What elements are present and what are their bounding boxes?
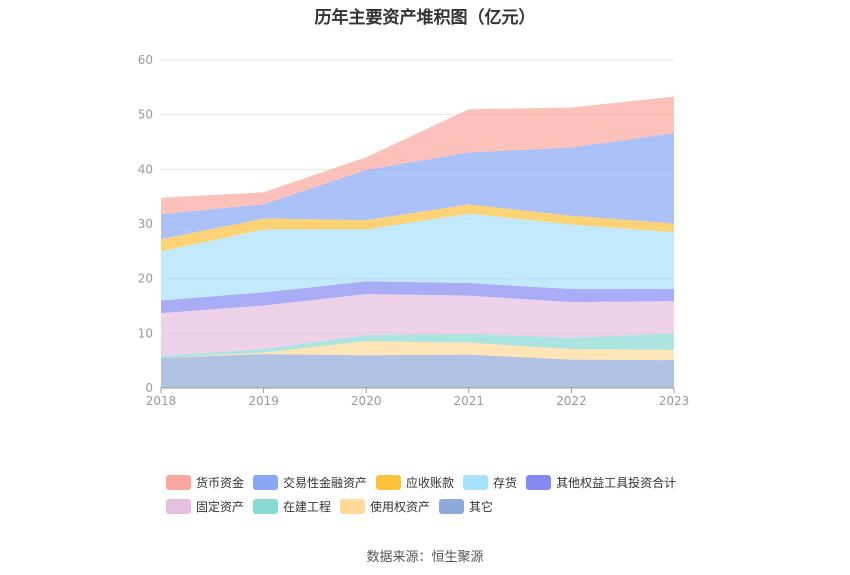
y-tick-label: 50 [138, 108, 153, 122]
legend-swatch [376, 474, 402, 490]
area-使用权资产 [161, 340, 674, 361]
stacked-area-chart: 0 10 20 30 40 50 60 2018 2019 2020 2021 2022 2023 [138, 53, 690, 408]
legend-swatch [340, 498, 366, 514]
y-tick-label: 30 [138, 217, 153, 231]
legend-item[interactable]: 使用权资产 [340, 498, 430, 515]
area-series [161, 96, 674, 388]
area-货币资金 [161, 96, 674, 215]
legend-swatch [526, 474, 552, 490]
x-tick-label: 2022 [556, 394, 587, 408]
area-固定资产 [161, 293, 674, 356]
legend-row: 固定资产 在建工程 使用权资产 其它 [166, 494, 726, 518]
y-tick-label: 0 [145, 381, 153, 395]
legend-row: 货币资金 交易性金融资产 应收账款 存货 其他权益工具投资合计 [166, 470, 726, 494]
legend-item[interactable]: 交易性金融资产 [253, 474, 367, 491]
area-在建工程 [161, 333, 674, 358]
data-source: 数据来源：恒生聚源 [366, 550, 484, 565]
legend-item[interactable]: 货币资金 [166, 474, 244, 491]
x-tick-label: 2021 [454, 394, 485, 408]
area-其它 [161, 354, 674, 388]
legend-label: 存货 [493, 475, 518, 490]
area-存货 [161, 213, 674, 301]
legend-item[interactable]: 其他权益工具投资合计 [526, 474, 676, 491]
legend-item[interactable]: 存货 [463, 474, 517, 491]
legend-label: 交易性金融资产 [283, 475, 368, 490]
area-交易性金融资产 [161, 133, 674, 240]
y-tick-label: 40 [138, 162, 153, 176]
legend-label: 货币资金 [196, 475, 245, 490]
legend-label: 应收账款 [406, 475, 455, 490]
legend-label: 固定资产 [196, 499, 245, 514]
legend-swatch [439, 498, 465, 514]
area-应收账款 [161, 204, 674, 252]
y-tick-label: 10 [138, 326, 153, 340]
area-其他权益工具投资合计 [161, 281, 674, 314]
legend-label: 使用权资产 [370, 499, 431, 514]
legend-label: 其它 [469, 499, 494, 514]
y-tick-label: 60 [138, 53, 153, 67]
y-tick-label: 20 [138, 272, 153, 286]
legend-item[interactable]: 其它 [439, 498, 493, 515]
legend-item[interactable]: 固定资产 [166, 498, 244, 515]
x-tick-label: 2023 [659, 394, 690, 408]
legend-item[interactable]: 应收账款 [376, 474, 454, 491]
x-tick-label: 2020 [351, 394, 382, 408]
x-tick-label: 2019 [248, 394, 279, 408]
legend-label: 在建工程 [283, 499, 332, 514]
legend-label: 其他权益工具投资合计 [556, 475, 677, 490]
legend-swatch [166, 498, 191, 514]
chart-title: 历年主要资产堆积图（亿元） [314, 8, 536, 28]
legend-item[interactable]: 在建工程 [253, 498, 331, 515]
legend: 货币资金 交易性金融资产 应收账款 存货 其他权益工具投资合计 固定资产 在建工程 使用权资… [166, 470, 726, 518]
legend-swatch [253, 498, 279, 514]
legend-swatch [463, 474, 489, 490]
legend-swatch [166, 474, 191, 490]
axes: 0 10 20 30 40 50 60 2018 2019 2020 2021 2022 2023 [138, 53, 690, 408]
legend-swatch [253, 474, 279, 490]
x-tick-label: 2018 [146, 394, 177, 408]
